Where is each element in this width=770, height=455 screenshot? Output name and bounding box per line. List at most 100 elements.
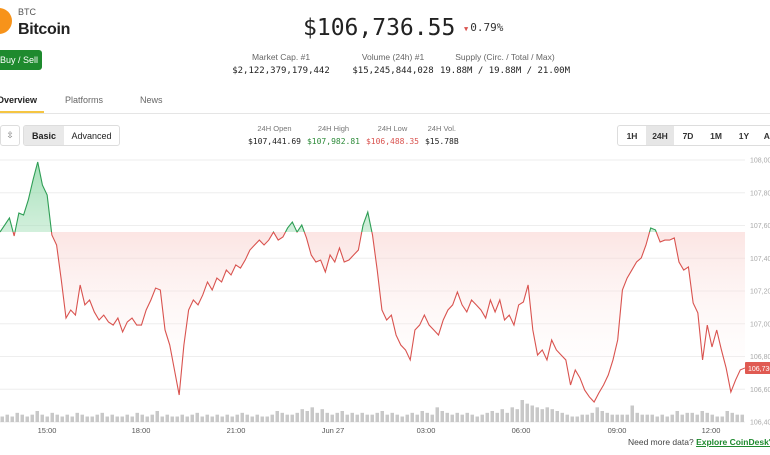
volume-bar <box>725 411 729 422</box>
volume-bar <box>45 416 49 422</box>
volume-bar <box>515 409 519 422</box>
volume-bar <box>10 416 14 422</box>
volume-bar <box>525 403 529 422</box>
stat-supply: Supply (Circ. / Total / Max) 19.88M / 19.… <box>420 52 590 76</box>
volume-bar <box>455 412 459 422</box>
volume-bar <box>365 414 369 422</box>
volume-bar <box>340 411 344 422</box>
stat-label: Volume (24h) #1 <box>361 52 425 62</box>
volume-bar <box>320 409 324 422</box>
volume-bar <box>360 412 364 422</box>
volume-bar <box>535 407 539 422</box>
volume-bar <box>640 414 644 422</box>
volume-bar <box>415 414 419 422</box>
volume-bar <box>245 414 249 422</box>
volume-bar <box>250 416 254 422</box>
current-price: $106,736.55 <box>303 15 456 41</box>
price-chart[interactable]: 108,000 107,800 107,600 107,400 107,200 107,0… <box>0 150 770 440</box>
volume-bar <box>15 412 19 422</box>
current-price-badge <box>745 361 770 374</box>
tab-news[interactable]: News <box>140 95 163 105</box>
volume-bar <box>380 411 384 422</box>
x-tick-label: 03:00 <box>417 426 436 435</box>
day-stat-label: 24H Open <box>257 124 292 133</box>
volume-bar <box>510 407 514 422</box>
mode-basic[interactable]: Basic <box>24 126 64 145</box>
volume-bar <box>570 416 574 422</box>
volume-bar <box>210 416 214 422</box>
volume-bar <box>345 414 349 422</box>
volume-bar <box>370 414 374 422</box>
volume-bar <box>305 411 309 422</box>
volume-bar <box>230 416 234 422</box>
price-change: ▼ 0.79% <box>464 21 503 34</box>
x-tick-label: 12:00 <box>702 426 721 435</box>
volume-bar <box>200 416 204 422</box>
volume-bar <box>160 416 164 422</box>
timeframe-all[interactable]: ALL <box>763 130 770 141</box>
volume-bar <box>590 412 594 422</box>
volume-bar <box>260 416 264 422</box>
volume-bar <box>165 414 169 422</box>
volume-bar <box>105 416 109 422</box>
volume-bar <box>85 416 89 422</box>
volume-bar <box>730 412 734 422</box>
y-tick-label: 106,800 <box>750 354 770 361</box>
day-stat-label: 24H Low <box>377 124 408 133</box>
volume-bar <box>500 409 504 422</box>
timeframe-1m[interactable]: 1M <box>710 130 722 141</box>
bitcoin-logo <box>0 8 12 34</box>
timeframe-24h[interactable]: 24H <box>646 126 674 145</box>
tab-platforms[interactable]: Platforms <box>65 95 104 105</box>
volume-bar <box>405 414 409 422</box>
timeframe-1y[interactable]: 1Y <box>738 130 750 141</box>
price-line-down <box>0 232 745 403</box>
mode-advanced[interactable]: Advanced <box>71 130 112 141</box>
volume-bar <box>40 414 44 422</box>
volume-bar <box>75 412 79 422</box>
volume-bar <box>145 416 149 422</box>
volume-bar <box>185 416 189 422</box>
volume-bar <box>395 414 399 422</box>
volume-bar <box>635 412 639 422</box>
volume-bar <box>80 414 84 422</box>
api-link[interactable]: Explore CoinDesk's API <box>696 437 770 447</box>
volume-bar <box>610 414 614 422</box>
volume-bar <box>25 416 29 422</box>
volume-bar <box>715 416 719 422</box>
volume-bar <box>135 412 139 422</box>
volume-bar <box>280 412 284 422</box>
volume-bar <box>650 414 654 422</box>
volume-bar <box>505 412 509 422</box>
timeframe-7d[interactable]: 7D <box>682 130 694 141</box>
volume-bar <box>220 416 224 422</box>
tab-overview[interactable]: Overview <box>0 95 38 105</box>
volume-bar <box>595 407 599 422</box>
y-tick-label: 107,600 <box>750 223 770 230</box>
stat-market-cap: Market Cap. #1 $2,122,379,179,442 <box>206 52 356 76</box>
buy-sell-button[interactable]: Buy / Sell▼ <box>0 50 42 70</box>
volume-bar <box>175 416 179 422</box>
timeframe-1h[interactable]: 1H <box>626 130 638 141</box>
sliders-icon[interactable]: ⇳ <box>0 125 20 146</box>
volume-bar <box>460 414 464 422</box>
day-stat-value: $107,441.69 <box>248 137 301 146</box>
y-tick-label: 107,400 <box>750 256 770 263</box>
volume-bar <box>350 412 354 422</box>
volume-bar <box>390 412 394 422</box>
volume-bar <box>615 414 619 422</box>
volume-bar <box>645 414 649 422</box>
day-stat-value: $107,982.81 <box>306 137 360 146</box>
volume-bar <box>670 414 674 422</box>
volume-bar <box>215 414 219 422</box>
volume-bar <box>90 416 94 422</box>
active-tab-indicator <box>0 111 44 113</box>
current-price-label: 106,736.55 <box>748 366 770 373</box>
down-arrow-icon: ▼ <box>464 25 469 33</box>
volume-bar <box>695 414 699 422</box>
volume-bar <box>550 409 554 422</box>
volume-bar <box>605 412 609 422</box>
volume-bar <box>180 414 184 422</box>
volume-bar <box>355 414 359 422</box>
volume-bar <box>195 412 199 422</box>
